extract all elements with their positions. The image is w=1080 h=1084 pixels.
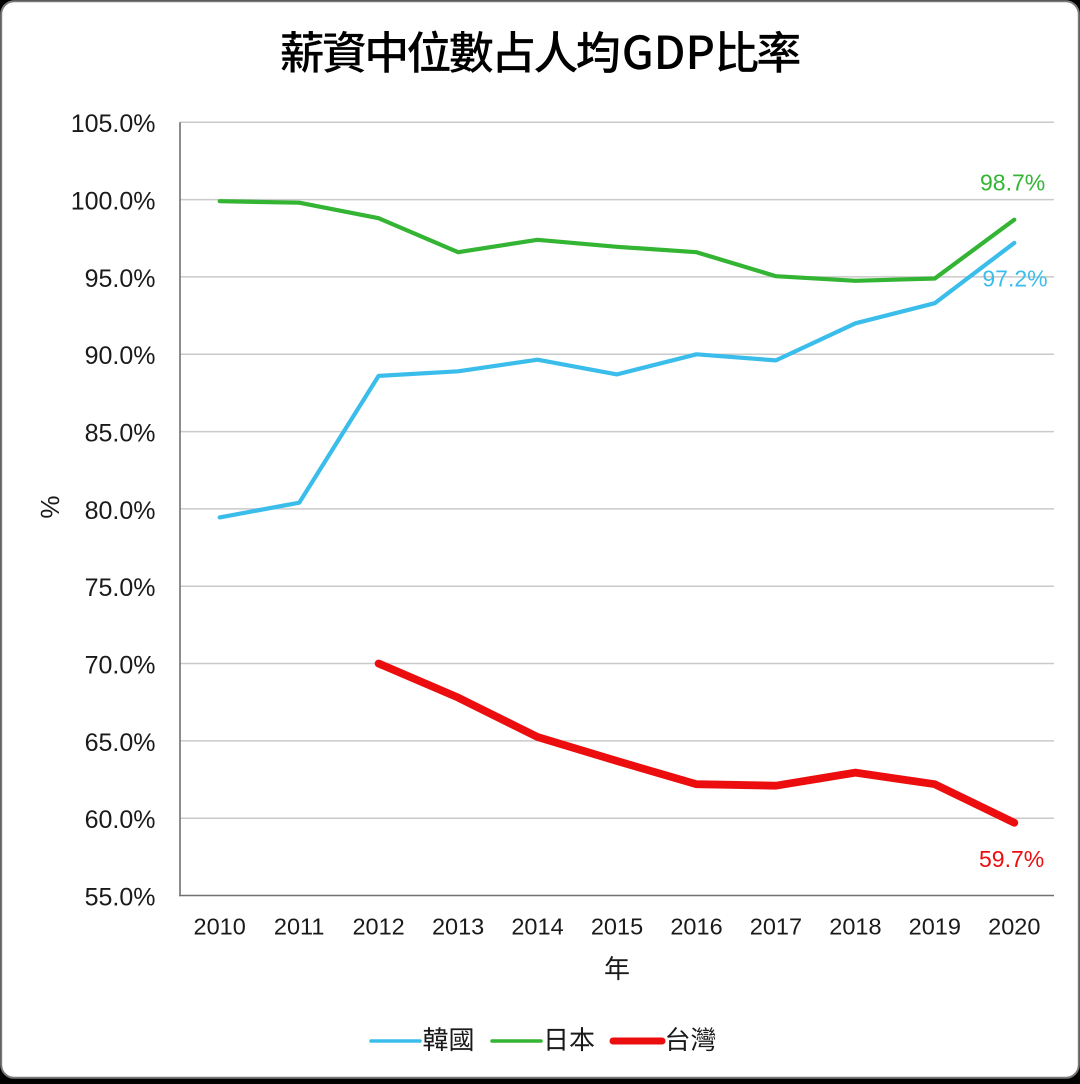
svg-text:55.0%: 55.0% [85,883,156,911]
svg-text:59.7%: 59.7% [979,846,1044,872]
svg-text:2020: 2020 [988,914,1040,940]
svg-text:2019: 2019 [909,914,961,940]
svg-text:2018: 2018 [829,914,881,940]
svg-text:2015: 2015 [591,914,643,940]
svg-text:97.2%: 97.2% [982,265,1047,291]
svg-text:2010: 2010 [194,914,246,940]
svg-text:98.7%: 98.7% [980,169,1045,195]
svg-text:75.0%: 75.0% [85,574,156,602]
svg-text:85.0%: 85.0% [85,420,156,448]
svg-text:2016: 2016 [670,914,722,940]
svg-text:2012: 2012 [352,914,404,940]
svg-text:2017: 2017 [750,914,802,940]
svg-text:70.0%: 70.0% [85,651,156,679]
svg-text:65.0%: 65.0% [85,729,156,757]
svg-text:90.0%: 90.0% [85,342,156,370]
svg-text:2014: 2014 [511,914,563,940]
svg-text:80.0%: 80.0% [85,497,156,525]
svg-text:2011: 2011 [274,914,325,940]
svg-text:95.0%: 95.0% [85,265,156,293]
svg-text:2013: 2013 [432,914,484,940]
svg-text:105.0%: 105.0% [71,110,156,138]
svg-text:60.0%: 60.0% [85,806,156,834]
svg-text:%: % [35,495,65,518]
svg-text:100.0%: 100.0% [71,188,156,216]
